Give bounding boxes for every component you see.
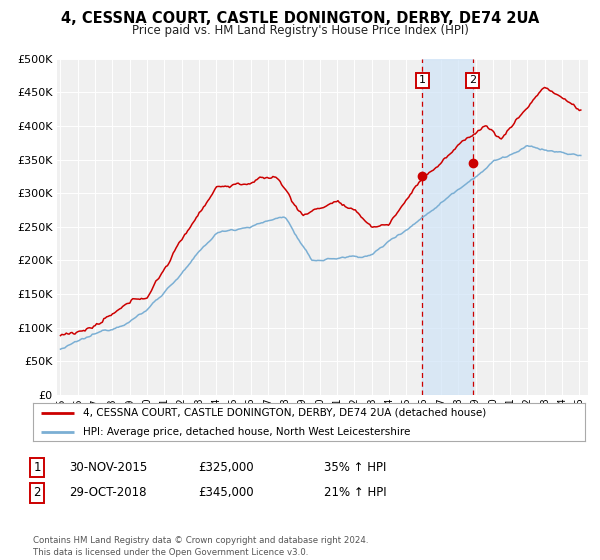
Text: £345,000: £345,000 [198,486,254,500]
Text: Contains HM Land Registry data © Crown copyright and database right 2024.
This d: Contains HM Land Registry data © Crown c… [33,536,368,557]
Text: 2: 2 [34,486,41,500]
Text: 30-NOV-2015: 30-NOV-2015 [69,461,147,474]
Text: 4, CESSNA COURT, CASTLE DONINGTON, DERBY, DE74 2UA (detached house): 4, CESSNA COURT, CASTLE DONINGTON, DERBY… [83,408,486,418]
Text: Price paid vs. HM Land Registry's House Price Index (HPI): Price paid vs. HM Land Registry's House … [131,24,469,37]
Bar [422,59,473,395]
Text: 1: 1 [34,461,41,474]
Text: 1: 1 [419,75,426,85]
Text: 35% ↑ HPI: 35% ↑ HPI [324,461,386,474]
Text: 2: 2 [469,75,476,85]
Text: 29-OCT-2018: 29-OCT-2018 [69,486,146,500]
Text: £325,000: £325,000 [198,461,254,474]
Text: 4, CESSNA COURT, CASTLE DONINGTON, DERBY, DE74 2UA: 4, CESSNA COURT, CASTLE DONINGTON, DERBY… [61,11,539,26]
Text: 21% ↑ HPI: 21% ↑ HPI [324,486,386,500]
Text: HPI: Average price, detached house, North West Leicestershire: HPI: Average price, detached house, Nort… [83,427,410,437]
